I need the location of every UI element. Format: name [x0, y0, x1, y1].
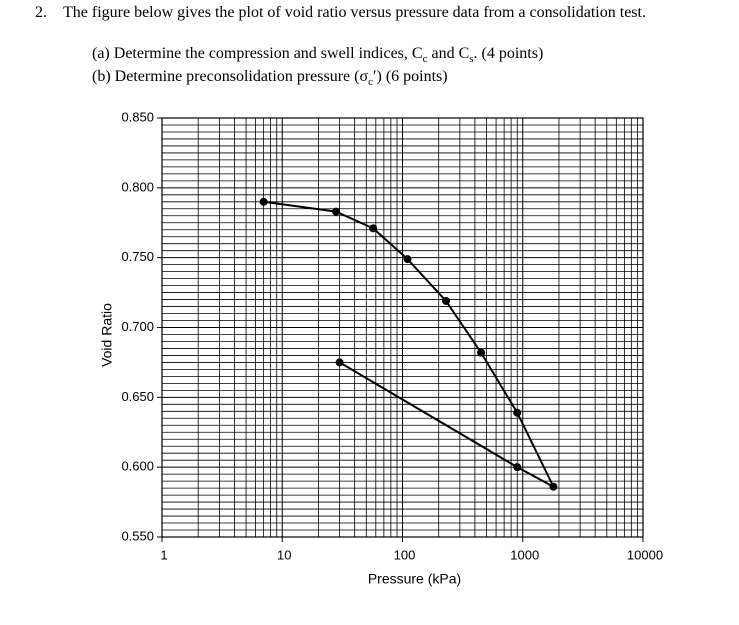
subscript: c [368, 76, 373, 89]
data-point [259, 197, 268, 206]
data-point [513, 463, 522, 472]
text-segment: and C [427, 45, 470, 62]
y-axis-label: Void Ratio [99, 303, 115, 367]
data-point [332, 207, 341, 216]
y-tick-label: 0.850 [121, 109, 154, 124]
plot-frame [161, 117, 644, 538]
question-number: 2. [35, 4, 47, 21]
data-point [513, 408, 522, 417]
data-point [335, 358, 344, 367]
question-text: The figure below gives the plot of void … [63, 4, 646, 21]
x-axis-label: Pressure (kPa) [368, 571, 461, 587]
subscript: c [422, 53, 428, 66]
y-tick-label: 0.800 [121, 179, 154, 194]
y-tick-label: 0.550 [121, 528, 154, 543]
y-tick-label: 0.650 [121, 389, 154, 404]
data-point [441, 296, 450, 305]
part-b: (b) Determine preconsolidation pressure … [92, 68, 448, 88]
y-tick-label: 0.750 [121, 249, 154, 264]
x-tick-label: 100 [394, 547, 416, 562]
subscript: s [469, 53, 474, 66]
data-line [263, 200, 556, 490]
y-tick-label: 0.700 [121, 319, 154, 334]
part-a: (a) Determine the compression and swell … [92, 45, 543, 65]
text-segment: . (4 points) [473, 45, 544, 62]
data-point [549, 482, 558, 491]
text-segment: (a) Determine the compression and swell … [92, 45, 423, 62]
text-segment: (b) Determine preconsolidation pressure … [92, 68, 369, 85]
text-segment: ′) (6 points) [372, 68, 448, 85]
x-tick-label: 1 [160, 547, 167, 562]
y-tick-label: 0.600 [121, 459, 154, 474]
x-tick-label: 10000 [627, 547, 663, 562]
x-tick-label: 1000 [510, 547, 539, 562]
x-tick-label: 10 [277, 547, 291, 562]
data-point [369, 224, 378, 233]
data-point [403, 255, 412, 264]
data-point [477, 348, 486, 357]
